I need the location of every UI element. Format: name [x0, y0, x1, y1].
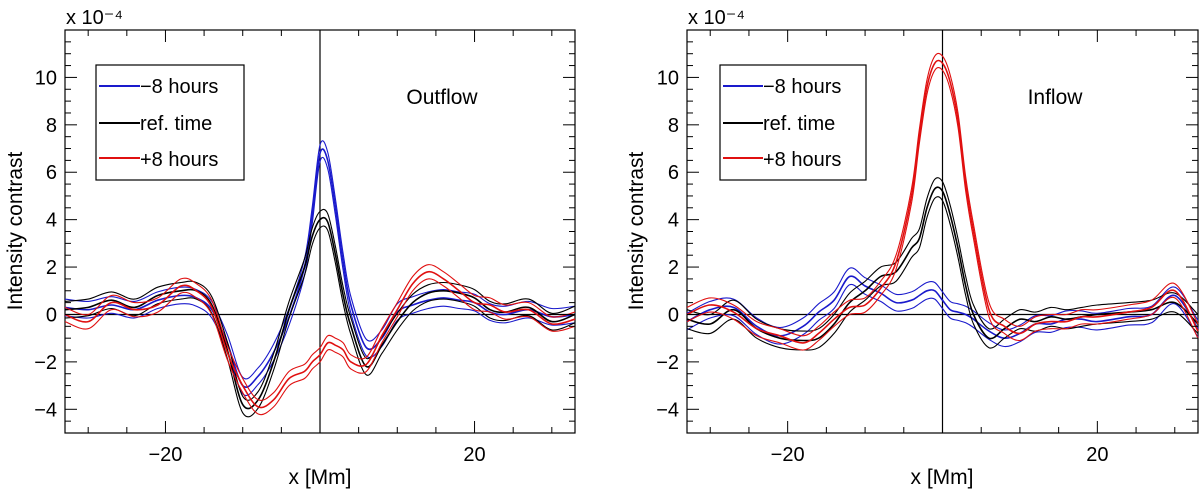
series-line	[64, 270, 576, 409]
series-upper-bound	[64, 208, 576, 401]
y-tick-label: 6	[668, 162, 679, 184]
legend: −8 hours ref. time +8 hours	[719, 64, 867, 181]
y-tick-label: 0	[668, 304, 679, 326]
series-lower-bound	[686, 196, 1199, 351]
y-tick-label: 4	[46, 210, 57, 232]
series-lower-bound	[64, 225, 576, 418]
legend-label-ref: ref. time	[140, 113, 212, 135]
series-upper-bound	[686, 177, 1199, 332]
series-lower-bound	[64, 278, 576, 416]
x-tick-label: −20	[771, 444, 805, 466]
y-tick-label: 0	[46, 304, 57, 326]
y-tick-label: −2	[656, 352, 679, 374]
legend-label-minus8: −8 hours	[140, 76, 218, 98]
y-tick-label: 2	[668, 257, 679, 279]
y-tick-label: 10	[35, 67, 57, 89]
x-axis-label: x [Mm]	[289, 466, 352, 489]
series-lower-bound	[64, 156, 576, 397]
x-axis-label: x [Mm]	[911, 466, 974, 489]
legend-label-plus8: +8 hours	[140, 149, 218, 171]
y-tick-label: 8	[668, 115, 679, 137]
y-tick-label: −4	[34, 399, 57, 421]
series-line	[64, 216, 576, 410]
legend: −8 hours ref. time +8 hours	[95, 64, 245, 181]
series-lower-bound	[686, 67, 1199, 351]
x-tick-label: −20	[148, 444, 182, 466]
legend-label-plus8: +8 hours	[763, 149, 841, 171]
y-tick-label: −2	[34, 352, 57, 374]
scale-exponent: x 10⁻⁴	[66, 7, 123, 29]
x-tick-label: 20	[463, 444, 485, 466]
series-upper-bound	[64, 264, 576, 401]
scale-exponent: x 10⁻⁴	[688, 7, 745, 29]
y-tick-label: 4	[668, 210, 679, 232]
y-axis-label: Intensity contrast	[4, 151, 27, 310]
y-tick-label: 2	[46, 257, 57, 279]
y-tick-label: 6	[46, 162, 57, 184]
x-tick-label: 20	[1086, 444, 1108, 466]
panel-label: Inflow	[1028, 86, 1084, 109]
y-axis-label: Intensity contrast	[625, 151, 648, 310]
series-upper-bound	[686, 52, 1199, 337]
legend-label-ref: ref. time	[763, 113, 835, 135]
y-tick-label: 8	[46, 115, 57, 137]
y-tick-label: −4	[656, 399, 679, 421]
legend-label-minus8: −8 hours	[763, 76, 841, 98]
panel-label: Outflow	[406, 86, 478, 109]
series-line	[686, 275, 1199, 340]
y-tick-label: 10	[657, 67, 679, 89]
series-line	[686, 59, 1199, 344]
series-line	[64, 148, 576, 389]
